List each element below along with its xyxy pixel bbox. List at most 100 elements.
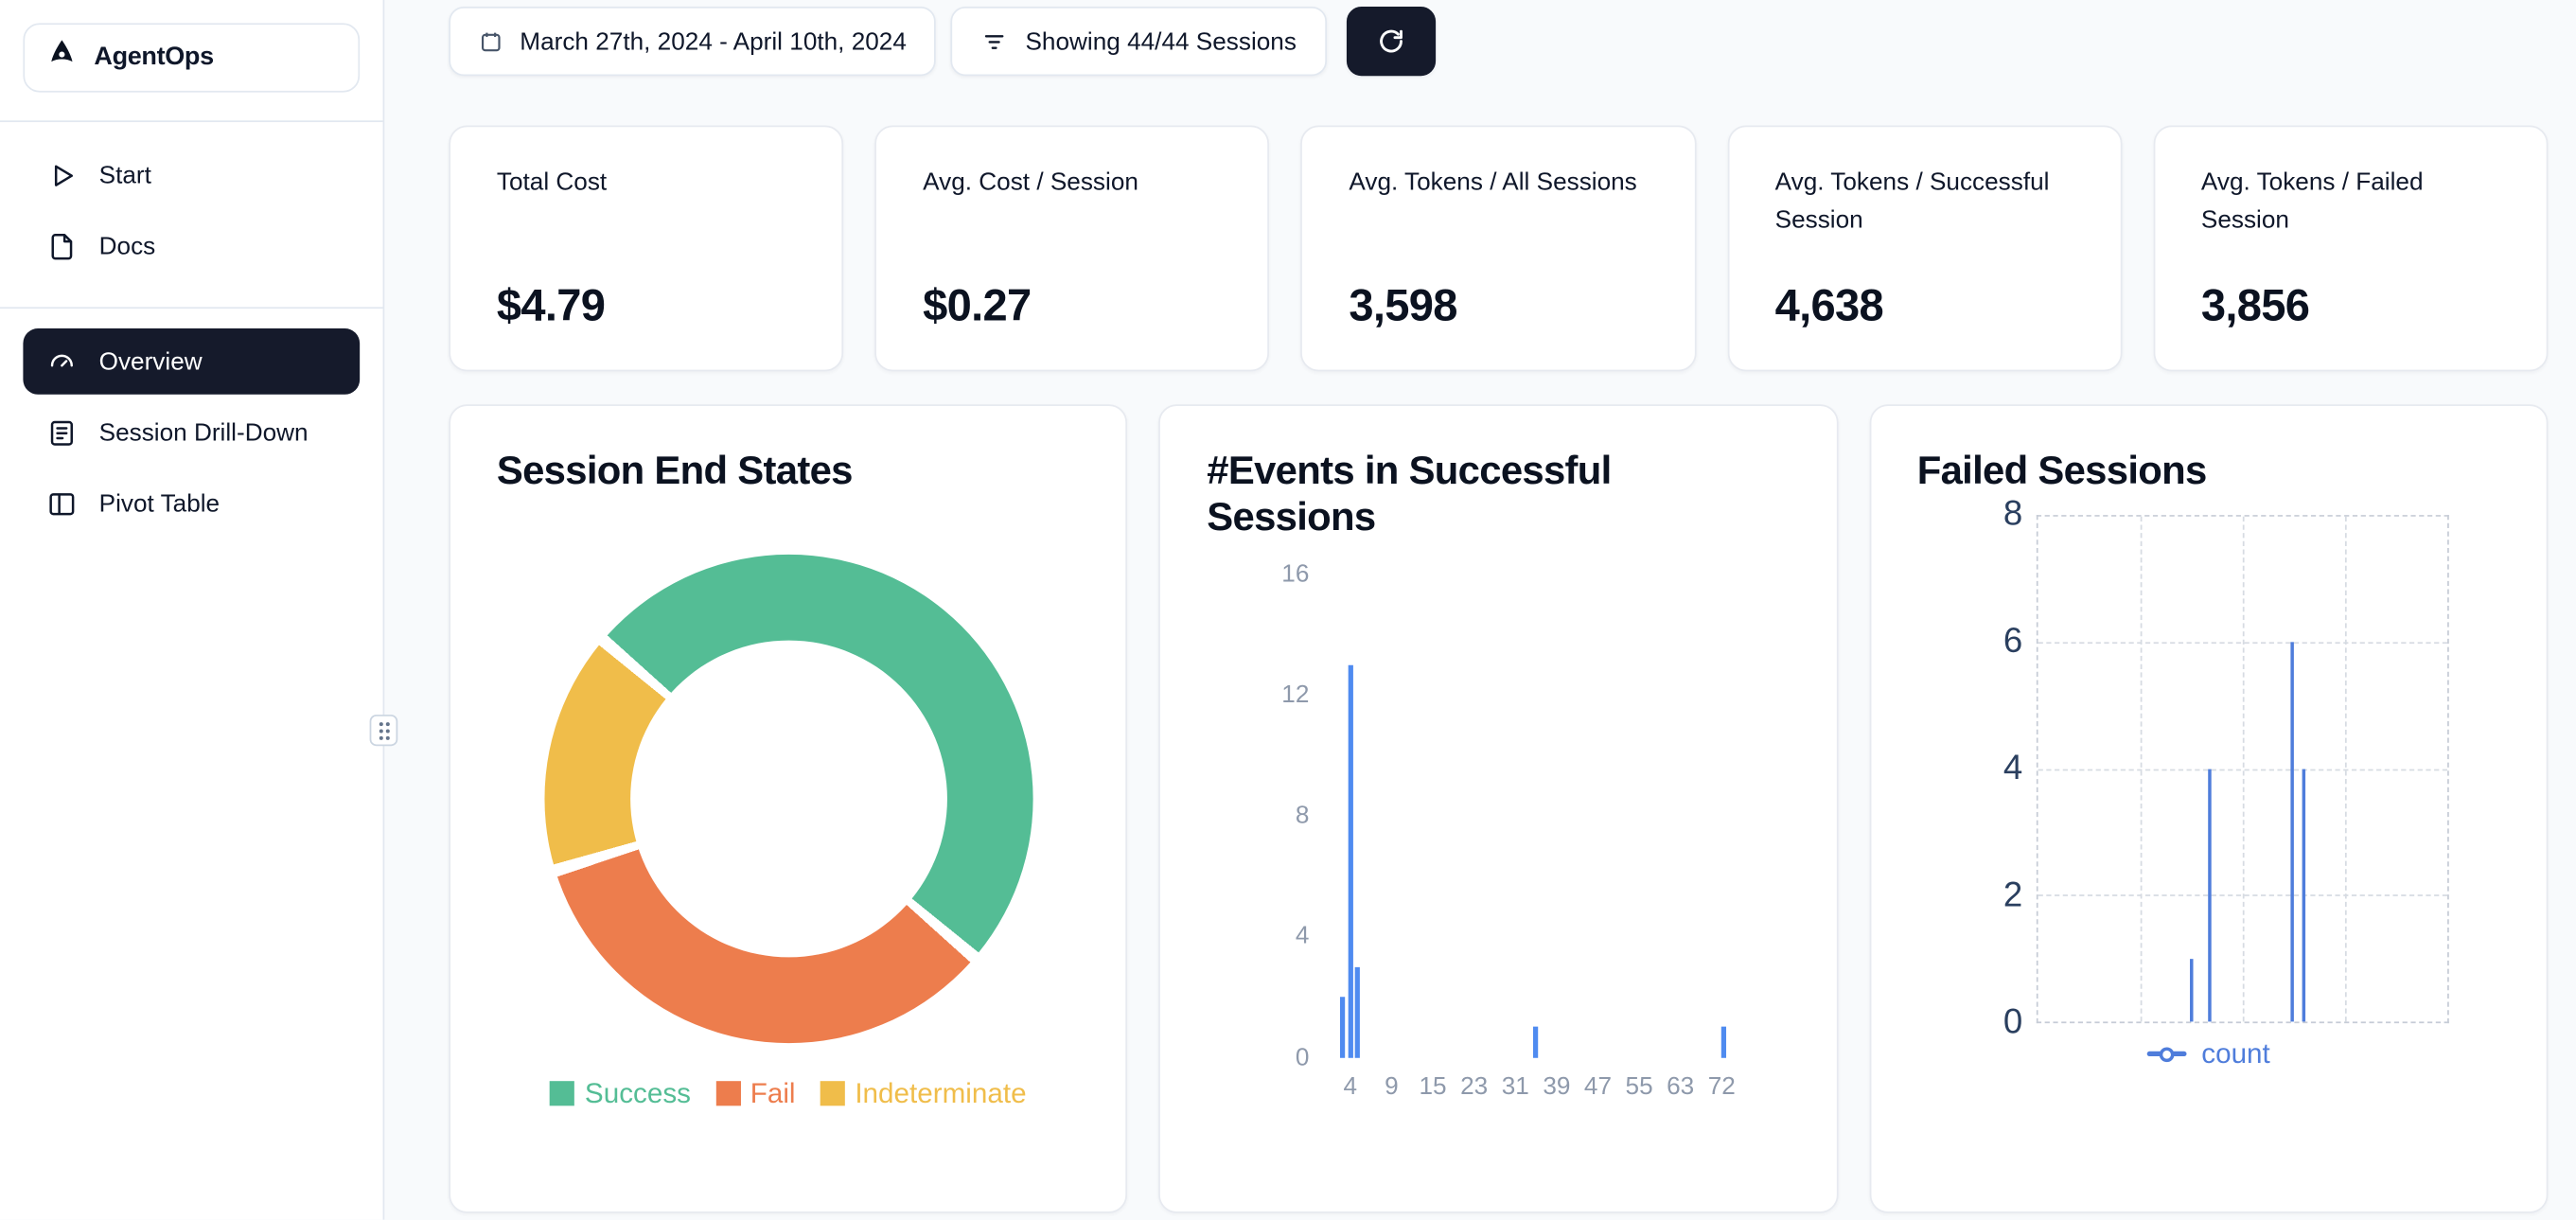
success-legend-swatch-icon — [550, 1081, 575, 1106]
failed-sessions-card: Failed Sessions 0 2 4 6 8 count — [1869, 404, 2549, 1213]
stat-card-total-cost: Total Cost $4.79 — [449, 125, 844, 372]
grid-line — [2037, 642, 2447, 645]
stat-value: 4,638 — [1774, 280, 1884, 330]
stat-value: $4.79 — [496, 280, 606, 330]
stat-card-avg-tokens-successful: Avg. Tokens / Successful Session 4,638 — [1727, 125, 2123, 372]
events-y-tick-label: 4 — [1295, 922, 1310, 951]
events-y-axis: 0 4 8 12 16 — [1207, 559, 1326, 1071]
grid-line — [2037, 894, 2447, 897]
sidebar-item-label: Session Drill-Down — [98, 418, 309, 447]
stat-label: Avg. Tokens / Failed Session — [2200, 168, 2424, 234]
failed-y-axis: 0 2 4 6 8 — [1917, 495, 2037, 1041]
charts-row: Session End States Success Fail Indeterm… — [449, 404, 2549, 1213]
grid-line — [2037, 769, 2447, 771]
sidebar-item-start[interactable]: Start — [23, 142, 360, 208]
events-plot — [1326, 574, 1791, 1058]
stat-value: 3,856 — [2200, 280, 2310, 330]
failed-y-tick-label: 4 — [2003, 749, 2023, 787]
sidebar-item-docs[interactable]: Docs — [23, 213, 360, 279]
failed-sessions-chart: 0 2 4 6 8 — [1917, 495, 2500, 1041]
sessions-filter-button[interactable]: Showing 44/44 Sessions — [951, 6, 1327, 77]
events-bar-chart: 0 4 8 12 16 4 9 15 23 31 39 47 55 63 72 — [1207, 559, 1791, 1105]
failed-y-tick-label: 0 — [2003, 1002, 2023, 1042]
events-x-tick-label: 4 — [1343, 1071, 1358, 1101]
refresh-button[interactable] — [1346, 6, 1436, 77]
events-x-tick-label: 15 — [1419, 1071, 1447, 1101]
failed-y-tick-label: 6 — [2003, 622, 2023, 661]
journal-icon — [44, 416, 78, 449]
play-icon — [44, 158, 78, 191]
failed-plot — [2036, 514, 2449, 1023]
stat-label: Total Cost — [496, 168, 608, 197]
failed-y-tick-label: 8 — [2003, 494, 2023, 533]
sidebar-divider — [0, 120, 383, 123]
events-y-tick-label: 12 — [1281, 681, 1310, 709]
sidebar-item-label: Start — [98, 161, 151, 189]
sidebar-item-session-drill-down[interactable]: Session Drill-Down — [23, 399, 360, 466]
table-columns-icon — [44, 486, 78, 520]
session-end-states-donut — [543, 554, 1033, 1043]
failed-y-tick-label: 2 — [2003, 875, 2023, 914]
session-end-states-card: Session End States Success Fail Indeterm… — [449, 404, 1128, 1213]
failed-count-spike — [2189, 958, 2194, 1022]
refresh-icon — [1376, 27, 1405, 56]
failed-count-spike — [2208, 769, 2212, 1022]
events-x-tick-label: 72 — [1707, 1071, 1736, 1101]
chart-title: Session End States — [496, 449, 854, 494]
events-x-tick-label: 47 — [1583, 1071, 1613, 1101]
donut-legend-item[interactable]: Success — [550, 1077, 691, 1110]
gauge-icon — [44, 345, 78, 378]
donut-legend-item[interactable]: Indeterminate — [820, 1077, 1027, 1110]
events-bar — [1340, 997, 1346, 1058]
document-icon — [44, 229, 78, 262]
sidebar-item-pivot-table[interactable]: Pivot Table — [23, 470, 360, 537]
events-y-tick-label: 16 — [1281, 559, 1310, 589]
events-y-tick-label: 0 — [1295, 1043, 1310, 1071]
date-range-label: March 27th, 2024 - April 10th, 2024 — [520, 27, 907, 56]
failed-count-spike — [2303, 769, 2306, 1022]
events-x-tick-label: 31 — [1501, 1071, 1529, 1101]
legend-label: Fail — [750, 1077, 796, 1109]
sidebar: AgentOps Start Docs Overview S — [0, 0, 385, 1220]
events-bar — [1347, 664, 1353, 1058]
events-bar — [1721, 1027, 1727, 1058]
count-legend-marker-icon — [2146, 1052, 2187, 1057]
donut-legend-item[interactable]: Fail — [715, 1077, 796, 1110]
events-plot-column: 4 9 15 23 31 39 47 55 63 72 — [1326, 574, 1791, 1105]
stats-row: Total Cost $4.79 Avg. Cost / Session $0.… — [449, 125, 2549, 372]
indeterminate-legend-swatch-icon — [820, 1081, 845, 1106]
main-content: March 27th, 2024 - April 10th, 2024 Show… — [384, 0, 2576, 1220]
events-bar — [1533, 1027, 1539, 1058]
legend-label: Indeterminate — [855, 1077, 1027, 1109]
app-name: AgentOps — [94, 43, 214, 71]
app-logo[interactable]: AgentOps — [23, 23, 361, 93]
events-x-tick-label: 9 — [1385, 1071, 1399, 1101]
stat-label: Avg. Tokens / All Sessions — [1349, 168, 1637, 197]
chart-title: #Events in Successful Sessions — [1207, 449, 1612, 539]
stat-label: Avg. Cost / Session — [923, 168, 1138, 197]
date-range-button[interactable]: March 27th, 2024 - April 10th, 2024 — [449, 6, 937, 77]
stat-card-avg-cost-session: Avg. Cost / Session $0.27 — [874, 125, 1270, 372]
stat-value: $0.27 — [923, 280, 1032, 330]
sidebar-item-label: Docs — [98, 232, 156, 260]
stat-value: 3,598 — [1349, 280, 1457, 330]
sidebar-item-label: Overview — [98, 347, 203, 376]
events-x-tick-label: 23 — [1460, 1071, 1489, 1101]
count-legend-label: count — [2201, 1037, 2270, 1070]
failed-legend-item[interactable]: count — [1917, 1038, 2500, 1071]
calendar-icon — [479, 29, 503, 54]
drag-dots-icon — [378, 721, 389, 739]
stat-card-avg-tokens-all: Avg. Tokens / All Sessions 3,598 — [1300, 125, 1696, 372]
topbar: March 27th, 2024 - April 10th, 2024 Show… — [449, 6, 2548, 77]
events-y-tick-label: 8 — [1295, 801, 1310, 830]
sidebar-resize-handle[interactable] — [369, 715, 398, 747]
agentops-logo-icon — [44, 36, 79, 79]
sidebar-item-overview[interactable]: Overview — [23, 328, 361, 395]
events-x-tick-label: 39 — [1543, 1071, 1571, 1101]
stat-label: Avg. Tokens / Successful Session — [1774, 168, 2050, 234]
chart-title: Failed Sessions — [1916, 449, 2208, 494]
donut-legend: Success Fail Indeterminate — [497, 1077, 1080, 1110]
fail-legend-swatch-icon — [715, 1081, 741, 1106]
sidebar-item-label: Pivot Table — [98, 489, 221, 518]
